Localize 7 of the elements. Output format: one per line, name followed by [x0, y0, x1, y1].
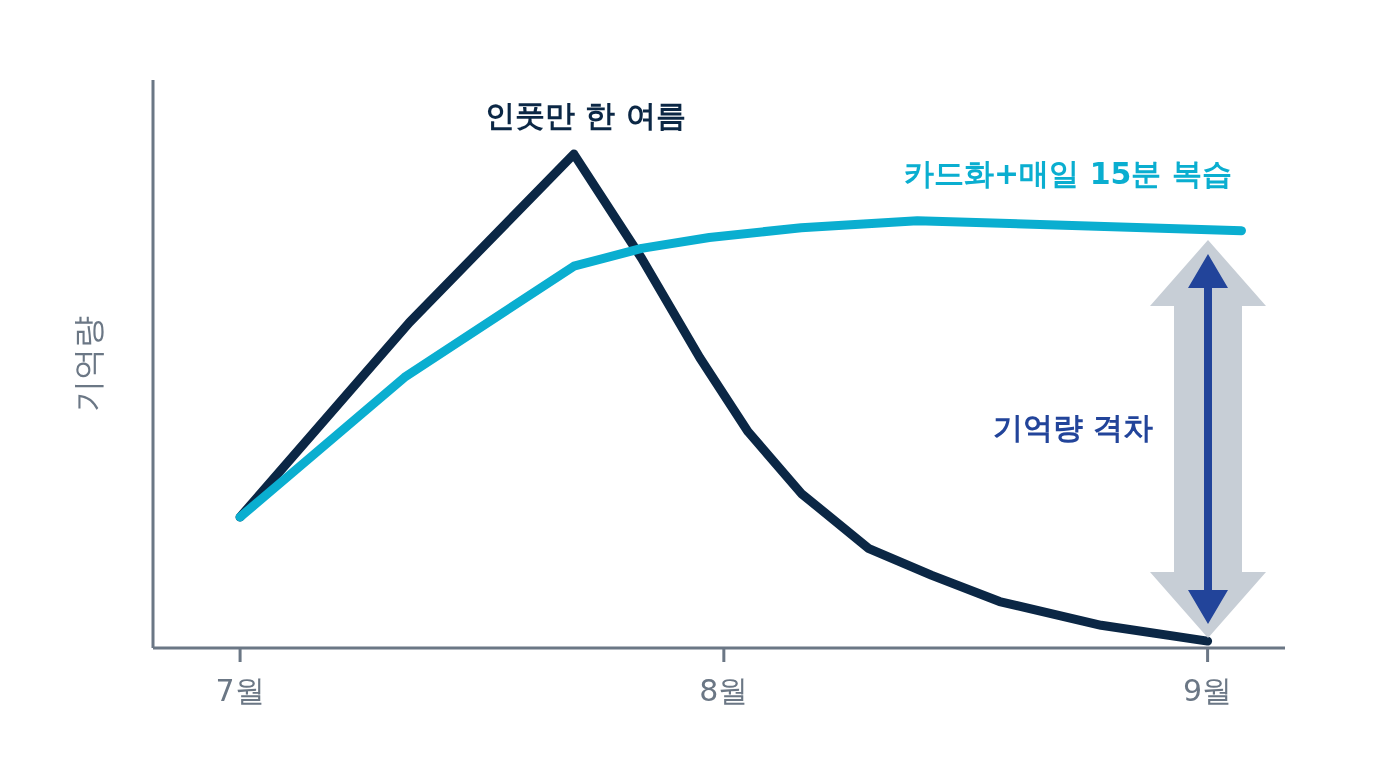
series-label: 인풋만 한 여름	[484, 97, 687, 135]
x-tick-label: 9월	[1183, 673, 1233, 709]
series-label: 카드화+매일 15분 복습	[903, 155, 1233, 193]
x-tick-label: 8월	[699, 673, 749, 709]
annotation: 기억량 격차	[993, 409, 1154, 447]
x-tick-label: 7월	[215, 673, 265, 709]
y-axis-title: 기억량	[69, 316, 108, 412]
